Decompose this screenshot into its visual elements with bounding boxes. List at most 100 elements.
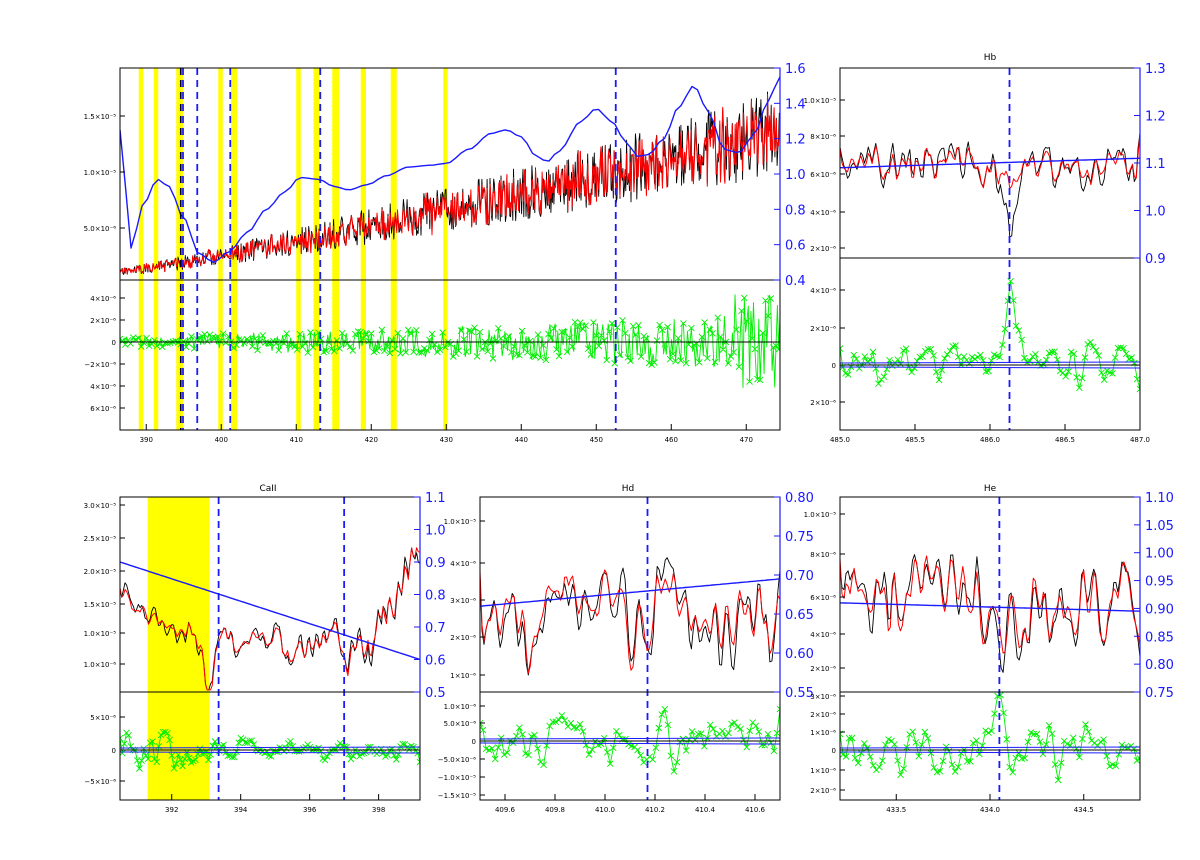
- resid-tick-label-full-4: 4×10⁻⁶: [90, 383, 116, 391]
- left-tick-label-he-1: 4×10⁻⁶: [810, 631, 836, 639]
- resid-tick-label-full-0: 4×10⁻⁶: [90, 295, 116, 303]
- x-tick-label-full-1: 400: [215, 436, 228, 444]
- resid-tick-label-full-3: −2×10⁻⁶: [84, 361, 116, 369]
- left-tick-label-full-1: 1.0×10⁻⁵: [84, 169, 117, 177]
- panel-ca-ii: CaII 392 394 396 398 0.5 0.6 0.7 0.8 0.9 1.0 1.1 1.…: [84, 484, 446, 814]
- x-tick-label-hd-3: 410.2: [645, 806, 665, 814]
- right-tick-label-hd-3: 0.70: [785, 569, 814, 584]
- residual-band-top-caii: [120, 746, 420, 749]
- left-tick-label-caii-2: 1.5×10⁻⁵: [84, 601, 117, 609]
- observed-spectrum-hd: [480, 557, 780, 676]
- panel-title-hb: Hb: [984, 53, 997, 63]
- model-spectrum-he: [840, 555, 1140, 654]
- resid-tick-label-hd-0: 1.0×10⁻⁶: [444, 703, 477, 711]
- mask-band-full-7: [332, 68, 339, 430]
- x-tick-label-he-0: 433.5: [886, 806, 906, 814]
- panel-full-spectrum: 390 400 410 420 430 440 450 460 470 0.4 0.6 0.8 1.0 1…: [84, 62, 806, 444]
- left-tick-label-full-0: 5.0×10⁻⁶: [84, 225, 117, 233]
- left-tick-label-hb-1: 4×10⁻⁶: [810, 209, 836, 217]
- resid-tick-label-hd-1: 5.0×10⁻⁶: [444, 720, 477, 728]
- left-tick-label-caii-0: 1.0×10⁻⁶: [84, 661, 117, 669]
- panel-h-delta: Hd 409.6 409.8 410.0 410.2 410.4 410.6 0.55 0.6…: [438, 484, 814, 814]
- x-tick-label-full-7: 460: [665, 436, 678, 444]
- left-tick-label-hd-4: 1.0×10⁻⁵: [444, 518, 477, 526]
- x-tick-label-hb-4: 487.0: [1130, 436, 1150, 444]
- continuum-curve-hb: [840, 157, 1140, 169]
- resid-tick-label-hd-5: −1.5×10⁻⁵: [438, 792, 476, 800]
- mask-band-full-2: [176, 68, 183, 430]
- right-tick-label-full-2: 0.8: [785, 203, 806, 218]
- mask-band-full-3: [218, 68, 223, 430]
- plot-area-full: [120, 68, 780, 430]
- resid-tick-label-he-1: 2×10⁻⁶: [810, 711, 836, 719]
- x-tick-label-caii-0: 392: [165, 806, 178, 814]
- plot-area-he: [840, 497, 1140, 800]
- residual-band-bottom-he: [840, 751, 1140, 754]
- resid-tick-label-hb-3: 2×10⁻⁶: [810, 399, 836, 407]
- frame-he: [839, 496, 1141, 801]
- x-tick-label-he-2: 434.5: [1074, 806, 1094, 814]
- resid-tick-label-hb-1: 2×10⁻⁶: [810, 325, 836, 333]
- right-tick-label-hd-4: 0.75: [785, 530, 814, 545]
- left-tick-label-full-2: 1.5×10⁻⁵: [84, 113, 117, 121]
- left-tick-label-caii-3: 2.0×10⁻⁵: [84, 568, 117, 576]
- observed-spectrum-hb: [840, 132, 1140, 238]
- x-tick-label-hd-1: 409.8: [545, 806, 565, 814]
- residual-band-top-hd: [480, 737, 780, 740]
- resid-tick-label-he-4: 1×10⁻⁶: [810, 767, 836, 775]
- x-tick-label-full-2: 410: [290, 436, 303, 444]
- right-tick-label-he-1: 0.80: [1145, 658, 1174, 673]
- left-tick-label-hb-4: 1.0×10⁻⁵: [804, 97, 837, 105]
- right-tick-label-caii-4: 0.9: [425, 556, 446, 571]
- resid-tick-label-hb-2: 0: [832, 362, 836, 370]
- mask-band-full-4: [231, 68, 237, 430]
- resid-tick-label-full-2: 0: [112, 339, 116, 347]
- x-tick-label-full-6: 450: [590, 436, 603, 444]
- residual-band-bottom-hd: [480, 742, 780, 745]
- x-tick-label-full-8: 470: [740, 436, 753, 444]
- residual-band-top-he: [840, 746, 1140, 749]
- resid-tick-label-he-3: 0: [832, 747, 836, 755]
- residual-points-he: [840, 691, 1140, 784]
- x-tick-label-caii-3: 398: [372, 806, 385, 814]
- residual-points-hb: [840, 277, 1140, 393]
- model-spectrum-full: [120, 93, 780, 275]
- right-tick-label-hd-1: 0.60: [785, 647, 814, 662]
- x-tick-label-hd-5: 410.6: [745, 806, 766, 814]
- mask-band-full-10: [443, 68, 448, 430]
- mask-band-full-1: [153, 68, 159, 430]
- right-tick-label-he-4: 0.95: [1145, 575, 1174, 590]
- right-tick-label-he-5: 1.00: [1145, 547, 1174, 562]
- continuum-curve-hd: [480, 578, 780, 607]
- x-tick-label-caii-1: 394: [234, 806, 248, 814]
- right-tick-label-hb-3: 1.2: [1145, 110, 1166, 125]
- x-tick-label-hd-0: 409.6: [495, 806, 516, 814]
- resid-tick-label-hd-4: −1.0×10⁻⁵: [438, 774, 476, 782]
- x-tick-label-hb-2: 486.0: [980, 436, 1000, 444]
- right-tick-label-caii-5: 1.0: [425, 524, 446, 539]
- residual-band-bottom-hb: [840, 366, 1140, 369]
- left-tick-label-hd-1: 2×10⁻⁶: [450, 634, 476, 642]
- mask-band-full-5: [296, 68, 301, 430]
- right-tick-label-hd-5: 0.80: [785, 491, 814, 506]
- panel-h-epsilon: He 433.5 434.0 434.5 0.75 0.80 0.85 0.90 0.95 1.…: [804, 484, 1174, 814]
- right-tick-label-hd-0: 0.55: [785, 686, 814, 701]
- right-tick-label-caii-0: 0.5: [425, 686, 446, 701]
- continuum-curve-caii: [120, 561, 420, 661]
- mask-band-full-9: [390, 68, 397, 430]
- x-tick-label-hb-3: 486.5: [1055, 436, 1075, 444]
- right-tick-label-hb-1: 1.0: [1145, 205, 1166, 220]
- mask-band-full-6: [313, 68, 320, 430]
- mask-band-full-0: [138, 68, 144, 430]
- plot-area-hb: [840, 68, 1140, 430]
- x-tick-label-full-4: 430: [440, 436, 453, 444]
- panel-h-beta: Hb 485.0 485.5 486.0 486.5 487.0 0.9 1.0 1.1 1.2…: [804, 53, 1166, 444]
- resid-tick-label-he-5: 2×10⁻⁶: [810, 787, 836, 795]
- right-tick-label-caii-6: 1.1: [425, 491, 446, 506]
- x-tick-label-full-0: 390: [140, 436, 153, 444]
- left-tick-label-caii-5: 3.0×10⁻⁵: [84, 502, 117, 510]
- right-tick-label-hd-2: 0.65: [785, 608, 814, 623]
- right-tick-label-hb-0: 0.9: [1145, 252, 1166, 267]
- right-tick-label-he-6: 1.05: [1145, 519, 1174, 534]
- x-tick-label-full-3: 420: [365, 436, 378, 444]
